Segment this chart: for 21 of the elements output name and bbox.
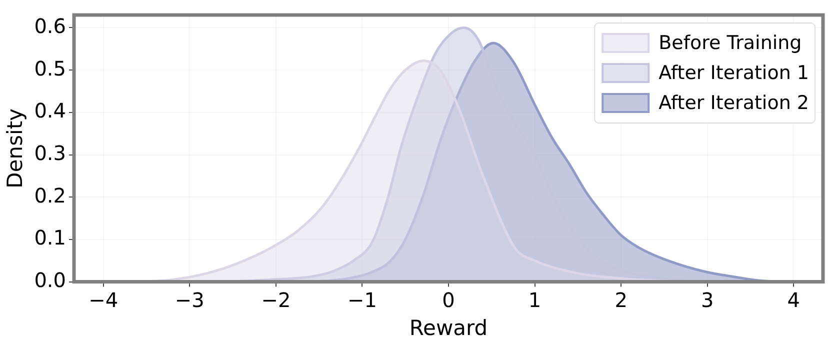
- legend-label: After Iteration 1: [658, 62, 810, 84]
- x-tick-label: 1: [528, 288, 542, 312]
- x-tick-label: 0: [442, 288, 455, 312]
- y-tick-label: 0.3: [34, 140, 66, 165]
- x-tick-label: −3: [174, 288, 204, 312]
- legend-label: After Iteration 2: [658, 92, 810, 114]
- legend-label: Before Training: [658, 32, 802, 54]
- y-tick-label: 0.6: [34, 14, 66, 38]
- x-tick-label: 2: [614, 288, 628, 312]
- y-axis-title: Density: [3, 108, 28, 188]
- x-axis-title: Reward: [409, 316, 488, 340]
- y-tick-label: 0.0: [34, 268, 66, 292]
- y-tick-label: 0.1: [34, 226, 66, 250]
- x-tick-label: −2: [261, 288, 291, 312]
- y-tick-label: 0.5: [34, 56, 66, 80]
- y-tick-label: 0.2: [34, 183, 66, 208]
- x-tick-label: 3: [701, 288, 714, 312]
- x-tick-label: −4: [88, 288, 118, 312]
- x-tick-label: −1: [347, 288, 377, 312]
- y-tick-label: 0.4: [34, 98, 66, 123]
- x-tick-label: 4: [787, 288, 800, 312]
